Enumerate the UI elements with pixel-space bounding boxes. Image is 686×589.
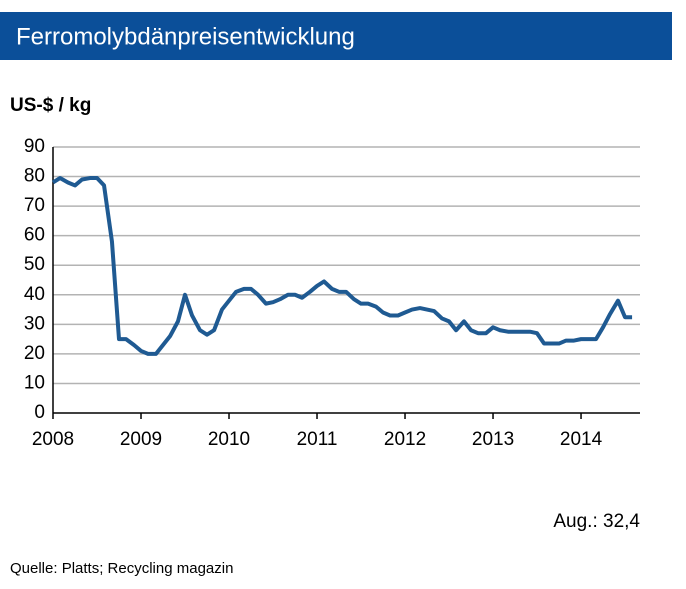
annotation: Aug.: 32,4: [553, 511, 640, 532]
y-tick-label: 0: [34, 402, 45, 423]
title-banner: [0, 12, 672, 60]
x-tick-label: 2013: [472, 429, 514, 450]
y-tick-label: 80: [24, 166, 45, 187]
chart-title: Ferromolybdänpreisentwicklung: [16, 23, 355, 50]
y-tick-label: 40: [24, 284, 45, 305]
x-tick-label: 2008: [32, 429, 74, 450]
y-tick-label: 30: [24, 313, 45, 334]
y-tick-label: 10: [24, 372, 45, 393]
x-tick-label: 2011: [297, 429, 338, 450]
y-tick-label: 90: [24, 136, 45, 157]
price-line: [51, 176, 633, 356]
x-tick-label: 2014: [560, 429, 603, 450]
y-tick-label: 50: [24, 254, 45, 275]
source: Quelle: Platts; Recycling magazin: [10, 560, 233, 577]
x-tick-label: 2012: [384, 429, 426, 450]
y-tick-label: 70: [24, 195, 45, 216]
x-tick-label: 2010: [208, 429, 250, 450]
y-tick-label: 60: [24, 225, 45, 246]
y-tick-label: 20: [24, 343, 45, 364]
y-axis-label: US-$ / kg: [10, 95, 91, 116]
x-tick-label: 2009: [120, 429, 162, 450]
